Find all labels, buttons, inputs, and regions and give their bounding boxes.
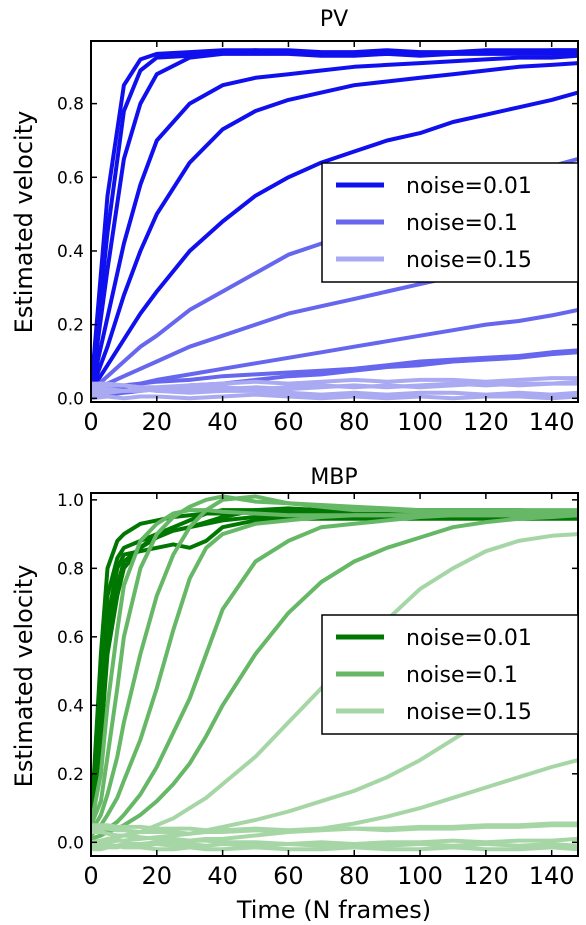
pv-series-line-5 xyxy=(91,90,578,393)
pv-series-group xyxy=(91,48,578,401)
mbp-y-tick-label-4: 0.8 xyxy=(57,559,84,579)
mbp-series-line-7 xyxy=(91,494,578,834)
pv-y-tick-label-1: 0.2 xyxy=(57,316,84,336)
mbp-y-tick-label-5: 1.0 xyxy=(57,491,84,511)
pv-x-tick-label-1: 20 xyxy=(142,408,173,436)
mbp-x-tick-label-3: 60 xyxy=(273,862,304,890)
pv-series-line-14 xyxy=(91,392,578,401)
mbp-legend-label-0: noise=0.01 xyxy=(406,626,532,651)
pv-x-tick-label-2: 40 xyxy=(207,408,238,436)
pv-series-line-3 xyxy=(91,53,578,393)
pv-series-line-13 xyxy=(91,381,578,397)
mbp-legend-label-2: noise=0.15 xyxy=(406,700,532,725)
mbp-series-line-9 xyxy=(91,513,578,841)
mbp-x-axis-label: Time (N frames) xyxy=(236,896,431,924)
pv-series-line-2 xyxy=(91,51,578,393)
mbp-y-tick-label-3: 0.6 xyxy=(57,628,84,648)
mbp-legend: noise=0.01 noise=0.1 noise=0.15 xyxy=(321,614,579,735)
pv-x-tick-label-5: 100 xyxy=(397,408,443,436)
mbp-x-tick-label-4: 80 xyxy=(339,862,370,890)
mbp-chart-title: MBP xyxy=(310,465,357,490)
mbp-y-axis-label: Estimated velocity xyxy=(10,565,38,788)
pv-plot-area: 0 20 40 60 80 100 120 140 0.0 0.2 0.4 0.6 0.8 noise=0… xyxy=(57,40,579,436)
pv-y-axis-label: Estimated velocity xyxy=(10,111,38,334)
pv-legend-label-2: noise=0.15 xyxy=(406,248,532,273)
mbp-legend-label-1: noise=0.1 xyxy=(406,663,518,688)
mbp-panel: MBP Estimated velocity Time (N frames) 0… xyxy=(10,465,579,924)
pv-x-tick-label-7: 140 xyxy=(529,408,575,436)
mbp-y-tick-label-1: 0.2 xyxy=(57,765,84,785)
pv-x-tick-label-0: 0 xyxy=(83,408,98,436)
mbp-series-line-18 xyxy=(91,842,578,852)
mbp-series-group xyxy=(91,494,578,852)
pv-y-tick-label-4: 0.8 xyxy=(57,95,84,115)
pv-y-tick-label-3: 0.6 xyxy=(57,168,84,188)
mbp-y-tick-label-0: 0.0 xyxy=(57,833,84,853)
pv-series-line-4 xyxy=(91,61,578,393)
pv-x-tick-label-3: 60 xyxy=(273,408,304,436)
mbp-x-tick-label-1: 20 xyxy=(142,862,173,890)
mbp-x-tick-label-2: 40 xyxy=(207,862,238,890)
mbp-x-tick-label-0: 0 xyxy=(83,862,98,890)
mbp-series-line-16 xyxy=(91,830,578,846)
pv-y-tick-label-0: 0.0 xyxy=(57,389,84,409)
pv-legend-label-0: noise=0.01 xyxy=(406,174,532,199)
pv-x-tick-label-6: 120 xyxy=(463,408,509,436)
pv-legend: noise=0.01 noise=0.1 noise=0.15 xyxy=(321,162,579,283)
mbp-series-line-2 xyxy=(91,516,578,828)
mbp-x-tick-label-5: 100 xyxy=(397,862,443,890)
pv-x-tick-label-4: 80 xyxy=(339,408,370,436)
mbp-x-tick-label-7: 140 xyxy=(529,862,575,890)
pv-legend-label-1: noise=0.1 xyxy=(406,211,518,236)
mbp-plot-area: 0 20 40 60 80 100 120 140 0.0 0.2 0.4 0.6 0.8 1.0 nois… xyxy=(57,491,579,890)
pv-panel: PV Estimated velocity 0 20 40 60 80 100 120 140… xyxy=(10,7,579,436)
mbp-series-line-15 xyxy=(91,821,578,836)
pv-series-line-15 xyxy=(91,381,578,393)
pv-y-tick-label-2: 0.4 xyxy=(57,242,84,262)
mbp-y-tick-label-2: 0.4 xyxy=(57,696,84,716)
pv-chart-title: PV xyxy=(320,7,348,32)
mbp-x-tick-label-6: 120 xyxy=(463,862,509,890)
